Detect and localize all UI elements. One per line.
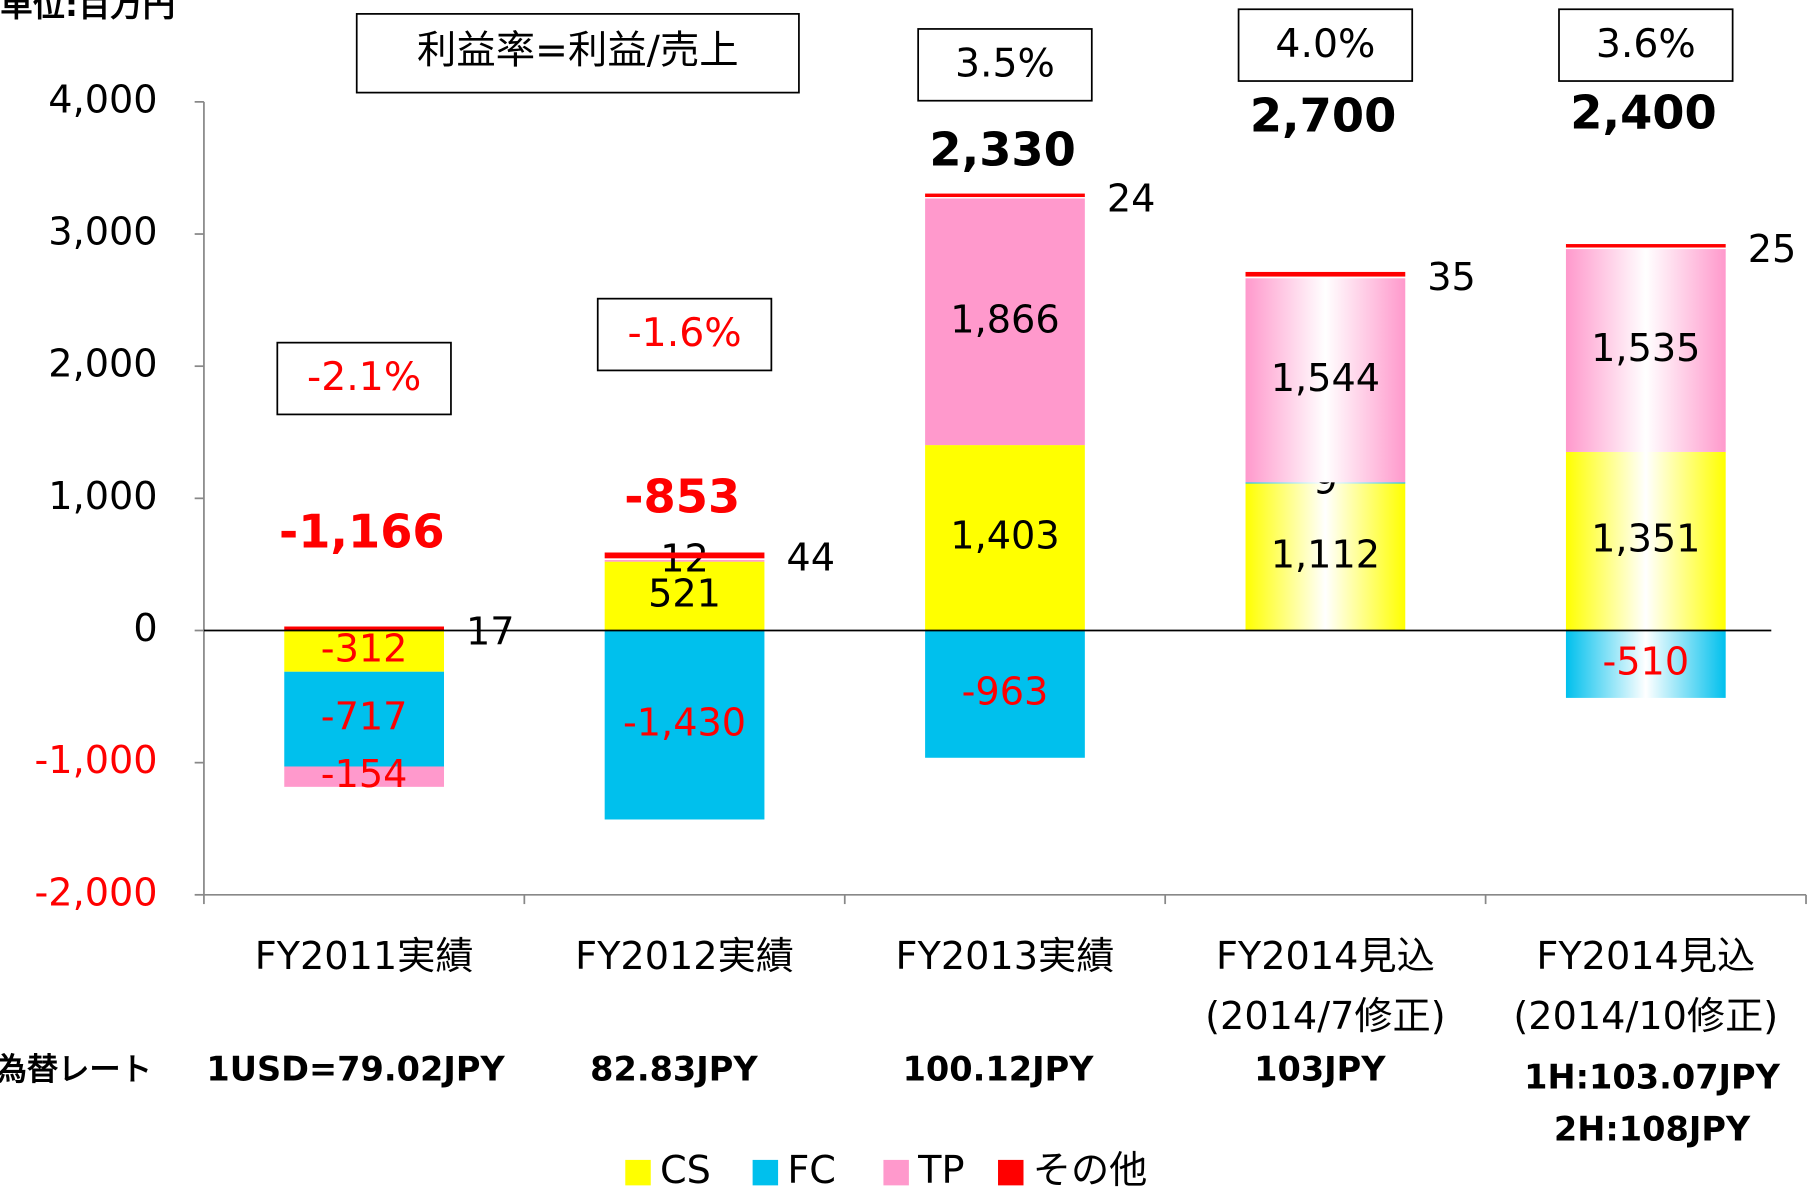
data-label: 1,403: [950, 514, 1059, 558]
margin-label: 3.5%: [955, 40, 1055, 86]
margin-label: 4.0%: [1275, 21, 1375, 67]
data-label: 24: [1107, 178, 1156, 222]
data-label: 25: [1748, 228, 1797, 272]
bar-segment: [1565, 451, 1726, 631]
y-tick-label: 4,000: [48, 78, 157, 122]
total-label: -853: [624, 470, 740, 524]
data-label: -154: [321, 753, 408, 797]
data-label: 1,544: [1271, 357, 1380, 401]
total-label: 2,700: [1250, 89, 1396, 143]
exchange-rate: 1USD=79.02JPY: [206, 1049, 505, 1088]
margin-box: [1237, 8, 1414, 82]
data-label: -717: [321, 696, 408, 740]
data-label: 1,866: [950, 298, 1059, 342]
legend-swatch: [998, 1159, 1024, 1186]
y-tick-label: 1,000: [48, 475, 157, 519]
x-tick-label: (2014/10修正): [1513, 995, 1778, 1039]
exchange-rate: 100.12JPY: [903, 1049, 1095, 1088]
total-label: 2,400: [1570, 85, 1716, 139]
margin-box: [596, 297, 773, 372]
legend-label: TP: [917, 1149, 964, 1190]
legend-swatch: [883, 1159, 909, 1186]
data-label: 12: [660, 537, 709, 581]
data-label: 1,351: [1591, 518, 1700, 562]
y-tick-label: 0: [133, 607, 157, 651]
formula-label: 利益率=利益/売上: [417, 28, 739, 74]
x-tick-label: FY2011実績: [255, 935, 474, 979]
bar-segment: [1565, 244, 1726, 248]
bar-segment: [1245, 271, 1406, 277]
bar-segment: [1565, 249, 1726, 452]
exchange-rate-label: 為替レート: [0, 1052, 152, 1088]
x-tick-label: (2014/7修正): [1205, 995, 1446, 1039]
legend-swatch: [752, 1159, 779, 1186]
bar-segment: [1245, 278, 1406, 483]
bar-segment: [604, 560, 765, 562]
data-label: 17: [466, 611, 515, 655]
bar-segment: [1245, 482, 1406, 484]
data-label: 521: [648, 573, 721, 617]
bar-segment: [925, 630, 1085, 758]
exchange-rate: 1H:103.07JPY: [1524, 1057, 1780, 1096]
y-tick-label: -2,000: [35, 871, 158, 915]
data-label: 1,112: [1271, 534, 1380, 578]
y-tick-label: 2,000: [48, 343, 157, 387]
total-label: -1,166: [279, 504, 445, 558]
x-tick-label: FY2013実績: [896, 935, 1115, 979]
data-label: -510: [1602, 641, 1689, 685]
bar-segment: [604, 552, 765, 559]
formula-box: [355, 13, 800, 94]
y-tick-label: -1,000: [35, 739, 158, 783]
margin-box: [276, 341, 452, 416]
unit-label: 単位:百万円: [0, 0, 175, 24]
data-label: 35: [1427, 256, 1476, 300]
legend-label: FC: [787, 1149, 836, 1190]
margin-label: 3.6%: [1596, 21, 1696, 67]
margin-box: [917, 28, 1093, 102]
bar-segment: [925, 198, 1085, 446]
x-tick-label: FY2014見込: [1536, 935, 1755, 979]
exchange-rate: 103JPY: [1254, 1049, 1386, 1088]
bar-segment: [284, 766, 445, 787]
data-label: -963: [962, 671, 1049, 715]
y-tick-label: 3,000: [48, 211, 157, 255]
margin-label: -1.6%: [627, 310, 741, 356]
x-tick-label: FY2014見込: [1216, 935, 1435, 979]
data-label: 1,535: [1591, 327, 1700, 371]
bar-segment: [604, 630, 765, 820]
bar-segment: [925, 193, 1085, 198]
data-label: 44: [786, 537, 835, 581]
x-tick-label: FY2012実績: [575, 935, 794, 979]
total-label: 2,330: [929, 122, 1075, 176]
bar-segment: [284, 630, 445, 672]
bar-segment: [284, 626, 445, 630]
legend-label: その他: [1033, 1149, 1148, 1190]
bar-segment: [604, 561, 765, 631]
legend-label: CS: [660, 1149, 711, 1190]
data-label: -1,430: [623, 701, 746, 745]
legend-swatch: [625, 1159, 651, 1186]
exchange-rate: 2H:108JPY: [1554, 1109, 1751, 1148]
margin-label: -2.1%: [307, 354, 421, 400]
bar-segment: [925, 445, 1085, 631]
margin-box: [1558, 8, 1734, 82]
bar-segment: [1565, 630, 1726, 698]
exchange-rate: 82.83JPY: [590, 1049, 758, 1088]
bar-segment: [284, 671, 445, 767]
bar-segment: [1245, 483, 1406, 631]
data-label: -312: [321, 628, 408, 672]
